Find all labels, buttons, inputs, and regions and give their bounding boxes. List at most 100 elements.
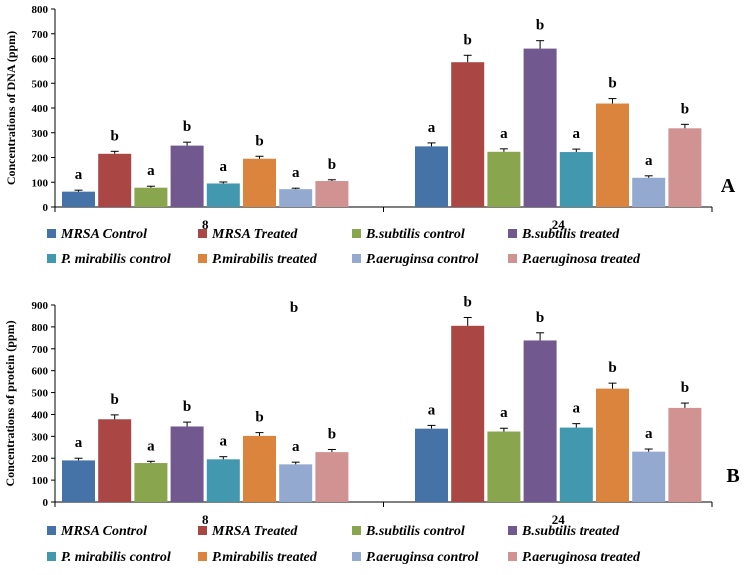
legend-label: P.aeruginsa control bbox=[366, 550, 479, 565]
legend: MRSA Control MRSA Treated B.subtilis contr… bbox=[47, 524, 641, 565]
bar bbox=[523, 340, 557, 502]
legend-swatch bbox=[47, 254, 56, 263]
y-tick-label: 200 bbox=[32, 453, 49, 465]
y-tick-label: 700 bbox=[32, 29, 49, 41]
y-tick-label: 0 bbox=[43, 202, 49, 214]
legend-label: P. mirabilis control bbox=[61, 252, 171, 267]
significance-letter: a bbox=[573, 401, 581, 417]
significance-letter: b bbox=[328, 157, 336, 173]
bar bbox=[243, 158, 276, 207]
bar bbox=[170, 426, 204, 502]
bar bbox=[134, 187, 168, 207]
bar bbox=[62, 460, 95, 502]
bar bbox=[134, 463, 168, 502]
bar bbox=[668, 128, 702, 207]
legend-label: B.subtilis treated bbox=[521, 227, 620, 242]
panel-label: B bbox=[726, 465, 739, 487]
bar bbox=[206, 183, 240, 207]
significance-letter: a bbox=[292, 165, 300, 181]
legend-swatch bbox=[508, 526, 517, 535]
y-tick-label: 100 bbox=[32, 475, 49, 487]
y-tick-label: 0 bbox=[43, 497, 49, 509]
significance-letter: a bbox=[292, 439, 300, 455]
legend-swatch bbox=[352, 254, 361, 263]
y-tick-label: 500 bbox=[32, 78, 49, 90]
y-tick-label: 500 bbox=[32, 388, 49, 400]
bar bbox=[632, 451, 666, 502]
bar bbox=[632, 177, 666, 207]
legend: MRSA Control MRSA Treated B.subtilis contr… bbox=[47, 227, 641, 267]
x-category-label: 24 bbox=[552, 217, 566, 232]
significance-letter: b bbox=[536, 310, 544, 326]
significance-letter: b bbox=[255, 133, 263, 149]
significance-letter: b bbox=[681, 101, 689, 117]
significance-letter: a bbox=[75, 167, 83, 183]
x-category-label: 8 bbox=[202, 217, 209, 232]
legend-swatch bbox=[508, 254, 517, 263]
significance-letter: b bbox=[681, 380, 689, 396]
legend-label: B.subtilis control bbox=[365, 524, 465, 539]
significance-letter: b bbox=[255, 410, 263, 426]
legend-label: P.aeruginsa control bbox=[366, 252, 479, 267]
legend-swatch bbox=[198, 254, 207, 263]
bar bbox=[315, 181, 349, 207]
legend-label: P.aeruginosa treated bbox=[522, 550, 641, 565]
legend-swatch bbox=[352, 229, 361, 238]
legend-swatch bbox=[47, 552, 56, 561]
y-tick-label: 600 bbox=[32, 54, 49, 66]
bar bbox=[523, 48, 557, 207]
y-axis-label: Concentrations of DNA (ppm) bbox=[4, 31, 18, 185]
bar bbox=[415, 146, 448, 207]
bar bbox=[559, 152, 593, 207]
significance-letter: a bbox=[220, 434, 228, 450]
significance-letter: a bbox=[147, 438, 155, 454]
significance-letter: a bbox=[645, 426, 653, 442]
significance-letter: b bbox=[328, 426, 336, 442]
legend-label: MRSA Treated bbox=[211, 227, 298, 242]
significance-letter: a bbox=[75, 435, 83, 451]
significance-letter: a bbox=[220, 159, 228, 175]
bar bbox=[668, 407, 702, 502]
bar bbox=[487, 431, 521, 502]
legend-label: P.mirabilis treated bbox=[212, 252, 318, 267]
y-axis-label: Concentrations of protein (ppm) bbox=[3, 320, 17, 486]
bar bbox=[170, 145, 204, 207]
legend-label: MRSA Treated bbox=[211, 524, 298, 539]
legend-swatch bbox=[47, 526, 56, 535]
significance-letter: a bbox=[645, 153, 653, 169]
significance-letter: a bbox=[428, 120, 436, 136]
legend-swatch bbox=[352, 526, 361, 535]
legend-label: MRSA Control bbox=[60, 227, 147, 242]
significance-letter: a bbox=[500, 126, 508, 142]
bar bbox=[98, 153, 132, 207]
significance-letter: b bbox=[608, 360, 616, 376]
significance-letter: a bbox=[500, 405, 508, 421]
bar bbox=[315, 452, 349, 502]
significance-letter: b bbox=[111, 392, 119, 408]
legend-swatch bbox=[47, 229, 56, 238]
chart-panel-A: 0 100 200 300 400 500 600 700 800 8 24 Concentratio… bbox=[4, 4, 736, 267]
significance-letter: b bbox=[464, 294, 472, 310]
bar bbox=[596, 103, 629, 207]
legend-swatch bbox=[508, 552, 517, 561]
significance-letter: b bbox=[608, 76, 616, 92]
legend-label: P.aeruginosa treated bbox=[522, 252, 641, 267]
x-category-label: 8 bbox=[202, 512, 209, 527]
legend-swatch bbox=[198, 552, 207, 561]
significance-letter: b bbox=[183, 399, 191, 415]
significance-letter: b bbox=[536, 18, 544, 34]
bar bbox=[206, 459, 240, 502]
y-tick-label: 300 bbox=[32, 128, 49, 140]
legend-swatch bbox=[198, 229, 207, 238]
legend-swatch bbox=[352, 552, 361, 561]
y-tick-label: 600 bbox=[32, 366, 49, 378]
y-tick-label: 700 bbox=[32, 344, 49, 356]
legend-label: B.subtilis treated bbox=[521, 524, 620, 539]
bar bbox=[596, 388, 629, 502]
significance-letter: b bbox=[111, 128, 119, 144]
significance-letter: b bbox=[183, 119, 191, 135]
legend-label: P. mirabilis control bbox=[61, 550, 171, 565]
y-tick-label: 900 bbox=[32, 300, 49, 312]
panel-label: A bbox=[721, 175, 736, 197]
y-tick-label: 100 bbox=[32, 177, 49, 189]
